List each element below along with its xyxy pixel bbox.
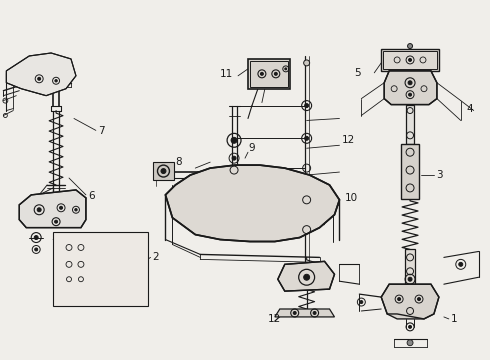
Text: 7: 7 bbox=[98, 126, 104, 136]
Circle shape bbox=[304, 274, 310, 280]
Bar bbox=[401, 144, 419, 199]
Polygon shape bbox=[278, 261, 335, 291]
Circle shape bbox=[409, 325, 412, 328]
Circle shape bbox=[37, 208, 41, 212]
Text: 5: 5 bbox=[354, 68, 361, 78]
Circle shape bbox=[397, 298, 401, 301]
Polygon shape bbox=[384, 71, 437, 105]
Circle shape bbox=[459, 262, 463, 266]
Circle shape bbox=[34, 235, 38, 239]
Bar bbox=[405, 249, 415, 284]
Text: 12: 12 bbox=[268, 314, 281, 324]
Text: 4: 4 bbox=[467, 104, 473, 113]
Circle shape bbox=[231, 137, 237, 143]
Text: 2: 2 bbox=[152, 252, 159, 262]
Bar bbox=[406, 105, 414, 144]
Circle shape bbox=[409, 93, 412, 96]
Circle shape bbox=[54, 220, 57, 223]
Circle shape bbox=[260, 72, 264, 75]
Text: 8: 8 bbox=[175, 157, 182, 167]
Bar bbox=[152, 162, 174, 180]
Circle shape bbox=[360, 301, 363, 303]
Circle shape bbox=[285, 68, 287, 70]
Circle shape bbox=[274, 72, 277, 75]
Polygon shape bbox=[6, 53, 76, 96]
Polygon shape bbox=[381, 284, 439, 319]
Circle shape bbox=[313, 311, 316, 314]
Bar bbox=[53, 231, 147, 306]
Polygon shape bbox=[19, 190, 86, 228]
Circle shape bbox=[305, 136, 309, 140]
Text: 9: 9 bbox=[248, 143, 255, 153]
Circle shape bbox=[35, 248, 38, 251]
Circle shape bbox=[408, 277, 412, 281]
Circle shape bbox=[408, 81, 412, 85]
Text: 1: 1 bbox=[451, 314, 458, 324]
Circle shape bbox=[408, 44, 413, 49]
Circle shape bbox=[75, 208, 77, 211]
Circle shape bbox=[38, 77, 41, 80]
Circle shape bbox=[417, 298, 420, 301]
Bar bbox=[250, 61, 288, 87]
Text: 10: 10 bbox=[344, 193, 358, 203]
Circle shape bbox=[60, 206, 63, 209]
Text: 12: 12 bbox=[342, 135, 355, 145]
Polygon shape bbox=[275, 309, 335, 317]
Text: 3: 3 bbox=[436, 170, 442, 180]
Circle shape bbox=[305, 104, 309, 108]
Text: 11: 11 bbox=[220, 69, 233, 79]
Polygon shape bbox=[166, 165, 340, 242]
Circle shape bbox=[409, 58, 412, 62]
Circle shape bbox=[304, 60, 310, 66]
Text: 6: 6 bbox=[88, 191, 95, 201]
Circle shape bbox=[232, 156, 236, 160]
Bar bbox=[381, 49, 439, 71]
Circle shape bbox=[293, 311, 296, 314]
Circle shape bbox=[407, 340, 413, 346]
Circle shape bbox=[161, 168, 166, 174]
Bar bbox=[383, 51, 437, 69]
Circle shape bbox=[55, 80, 57, 82]
Bar bbox=[248, 59, 290, 89]
